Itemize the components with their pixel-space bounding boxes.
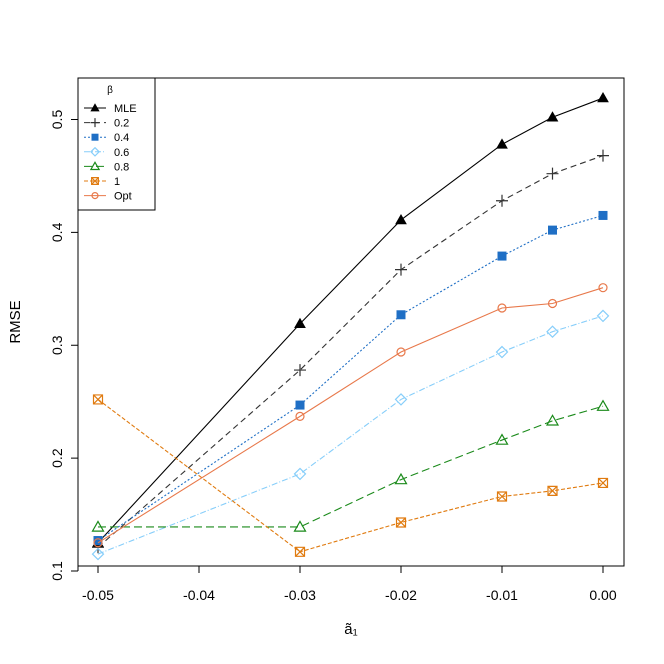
x-tick-label: -0.01 <box>486 587 518 603</box>
legend-label: MLE <box>114 103 137 115</box>
data-point <box>596 309 610 323</box>
data-point <box>597 477 609 489</box>
legend-item: 0.4 <box>84 132 129 144</box>
legend-title: β <box>107 85 113 96</box>
y-tick-label: 0.2 <box>49 448 65 468</box>
series-0-8 <box>91 399 610 532</box>
data-point <box>91 520 105 532</box>
legend-item: 1 <box>84 176 120 188</box>
data-point <box>293 520 307 532</box>
x-tick-label: -0.04 <box>183 587 215 603</box>
data-point <box>396 347 406 357</box>
data-point <box>93 538 103 548</box>
x-axis: -0.05 -0.04 -0.03 -0.02 -0.01 0.00 <box>82 565 617 603</box>
legend-label: 1 <box>114 176 120 188</box>
data-point <box>497 251 507 261</box>
y-axis: 0.1 0.2 0.3 0.4 0.5 <box>49 110 79 581</box>
legend-label: 0.4 <box>114 132 129 144</box>
data-point <box>294 546 306 557</box>
data-point <box>596 399 610 411</box>
data-point <box>91 192 99 200</box>
data-point <box>545 414 560 426</box>
x-tick-label: 0.00 <box>589 587 616 603</box>
series-1 <box>92 394 609 557</box>
y-tick-label: 0.4 <box>49 222 65 242</box>
series-mle <box>92 92 609 548</box>
legend-item: 0.8 <box>84 161 129 173</box>
series-line <box>97 287 604 544</box>
data-point <box>394 472 408 485</box>
y-axis-title: RMSE <box>7 300 24 343</box>
legend-item: 0.2 <box>84 118 129 130</box>
series-line <box>98 405 604 528</box>
legend-item: MLE <box>84 103 137 115</box>
data-point <box>294 317 306 329</box>
series-line <box>97 214 604 541</box>
y-tick-label: 0.3 <box>49 335 65 355</box>
data-point <box>295 411 305 421</box>
data-point <box>495 433 509 445</box>
legend-item: Opt <box>84 191 132 203</box>
series-line <box>97 97 604 544</box>
data-point <box>598 283 608 293</box>
series-line <box>97 398 604 553</box>
legend-box <box>77 77 156 211</box>
data-point <box>294 364 306 377</box>
data-point <box>547 298 558 309</box>
series-0-6 <box>91 309 610 561</box>
data-point <box>293 467 307 481</box>
data-point <box>89 161 101 171</box>
data-point <box>598 210 608 220</box>
data-point <box>547 485 558 496</box>
data-point <box>497 303 507 313</box>
data-point <box>496 138 508 149</box>
legend-label: 0.8 <box>114 161 129 173</box>
data-point <box>597 92 609 103</box>
legend: β MLE 0.2 0.4 0.6 0.8 1 Opt <box>77 77 156 211</box>
data-point <box>395 517 407 528</box>
legend-label: 0.2 <box>114 118 129 130</box>
data-point <box>394 393 408 406</box>
data-point <box>396 310 406 320</box>
x-axis-title: ã₁ <box>344 621 357 638</box>
data-point <box>90 118 100 128</box>
x-tick-label: -0.05 <box>82 587 114 603</box>
data-point <box>92 394 104 405</box>
data-point <box>546 111 559 122</box>
series-opt <box>93 283 608 548</box>
data-point <box>90 103 100 112</box>
series-layer <box>91 92 610 561</box>
x-tick-label: -0.02 <box>385 587 417 603</box>
data-point <box>546 167 559 180</box>
data-point <box>496 194 508 207</box>
data-point <box>495 345 509 359</box>
data-point <box>295 400 305 410</box>
data-point <box>548 225 557 235</box>
series-0-2 <box>92 149 609 554</box>
data-point <box>91 177 99 185</box>
data-point <box>597 149 609 162</box>
legend-label: Opt <box>114 191 132 203</box>
x-tick-label: -0.03 <box>284 587 316 603</box>
series-0-4 <box>93 210 608 546</box>
data-point <box>91 133 99 141</box>
data-point <box>90 146 100 157</box>
y-tick-label: 0.5 <box>49 110 65 130</box>
legend-label: 0.6 <box>114 147 129 159</box>
data-point <box>496 491 508 502</box>
series-line <box>97 155 604 548</box>
data-point <box>395 263 407 276</box>
y-tick-label: 0.1 <box>49 561 65 581</box>
data-point <box>546 325 559 339</box>
series-line <box>97 315 604 555</box>
data-point <box>91 547 105 561</box>
data-point <box>395 213 407 225</box>
legend-item: 0.6 <box>84 147 129 159</box>
